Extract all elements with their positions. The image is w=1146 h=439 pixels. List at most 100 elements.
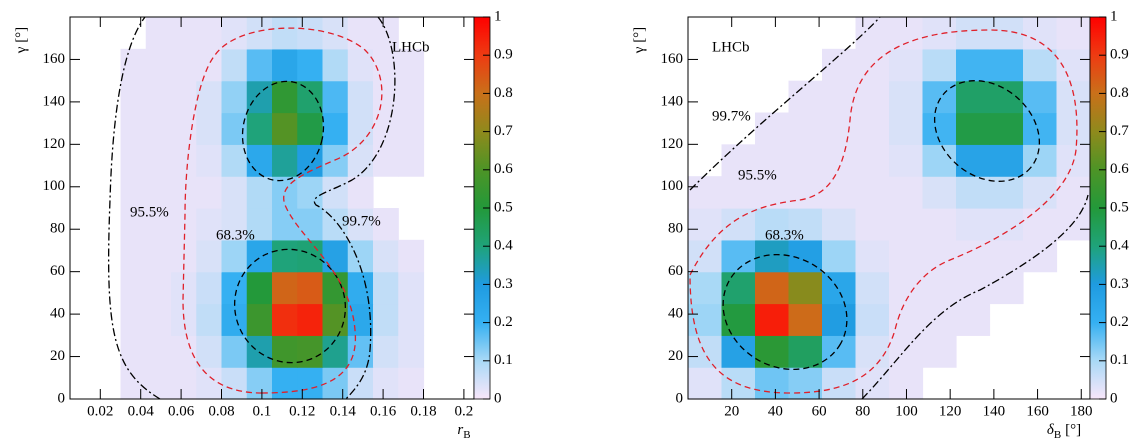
heatmap-cell <box>822 239 857 273</box>
heatmap-cell <box>95 208 121 240</box>
heatmap-cell <box>196 367 223 400</box>
heatmap-cell <box>855 176 890 209</box>
heatmap-cell <box>95 17 121 49</box>
heatmap-cell <box>322 367 349 400</box>
colorbar-tick-label: 0.2 <box>1110 314 1129 330</box>
y-tick-label: 20 <box>50 348 65 364</box>
heatmap-cell <box>721 303 756 336</box>
heatmap-cell <box>855 335 890 368</box>
x-tick-label: 0.08 <box>208 403 234 419</box>
colorbar-tick-label: 1 <box>1110 8 1118 24</box>
y-tick-label: 100 <box>661 178 684 194</box>
heatmap-cell <box>449 367 475 399</box>
heatmap-cell <box>922 271 957 305</box>
heatmap-cell <box>272 271 298 305</box>
y-tick-label: 120 <box>43 136 66 152</box>
heatmap-cell <box>889 303 924 336</box>
heatmap-cell <box>1057 367 1091 399</box>
heatmap-cell <box>755 112 790 145</box>
heatmap-cell <box>1023 144 1058 177</box>
heatmap-cell <box>1056 112 1091 145</box>
heatmap-cell <box>721 176 756 209</box>
y-tick-label: 60 <box>668 263 683 279</box>
heatmap-cell <box>855 112 890 145</box>
heatmap-cell <box>70 367 96 399</box>
heatmap-cell <box>246 367 273 400</box>
heatmap-cell <box>424 113 450 145</box>
heatmap-cell <box>373 17 399 50</box>
brand-label: LHCb <box>712 39 750 55</box>
heatmap-cell <box>956 367 990 399</box>
colorbar-tick-label: 0.9 <box>494 47 513 63</box>
heatmap-cell <box>721 208 756 241</box>
heatmap-cell <box>171 303 197 336</box>
heatmap-cell <box>822 144 857 177</box>
heatmap-cell <box>347 17 374 50</box>
heatmap-cell <box>272 17 298 50</box>
heatmap-cell <box>95 144 121 176</box>
colorbar-tick-label: 0 <box>1110 390 1118 406</box>
axes: 0.02 0.04 0.06 0.08 0.1 0.12 0.14 0.16 0.18 0.2 0 2… <box>13 8 1129 439</box>
heatmap-cell <box>70 17 96 49</box>
x-tick-label: 0.16 <box>370 403 397 419</box>
heatmap-cell <box>145 208 172 241</box>
heatmap-cell <box>145 144 172 177</box>
colorbar-tick-label: 0.7 <box>494 123 513 139</box>
heatmap-cell <box>990 335 1024 367</box>
heatmap-cell <box>221 367 248 400</box>
heatmap-cell <box>221 176 248 209</box>
contour-68 <box>241 80 325 182</box>
heatmap-cell <box>449 208 475 240</box>
heatmap-cell <box>145 239 172 273</box>
contour-label: 68.3% <box>216 227 255 243</box>
heatmap-cell <box>145 112 172 145</box>
y-tick-label: 140 <box>43 93 66 109</box>
heatmap-cell <box>398 208 424 240</box>
heatmap-cell <box>449 17 475 49</box>
heatmap-cell <box>855 17 890 50</box>
heatmap-cell <box>272 303 298 336</box>
heatmap-cell <box>272 144 298 177</box>
heatmap-cell <box>145 303 172 336</box>
heatmap-cell <box>196 112 223 145</box>
heatmap-cell <box>956 176 991 209</box>
heatmap-cell <box>1023 304 1057 336</box>
heatmap-cell <box>922 48 957 82</box>
heatmap-cell <box>373 144 399 177</box>
heatmap-cell <box>822 176 857 209</box>
heatmap-cell <box>297 271 324 305</box>
heatmap-cell <box>449 176 475 208</box>
x-tick-label: 140 <box>983 403 1006 419</box>
heatmap-cell <box>70 81 96 113</box>
heatmap-cell <box>373 176 399 208</box>
heatmap-cell <box>755 144 790 177</box>
heatmap-cell <box>889 271 924 305</box>
heatmap-cell <box>120 271 147 305</box>
heatmap-cell <box>221 303 248 336</box>
heatmap-cell <box>755 176 790 209</box>
heatmap-cell <box>1057 304 1091 336</box>
heatmap-cell <box>990 367 1024 399</box>
x-tick-label: 0.1 <box>253 403 272 419</box>
heatmap-cell <box>424 335 450 367</box>
heatmap-cell <box>989 48 1024 82</box>
y-tick-label: 160 <box>661 51 684 67</box>
contour-99 <box>861 194 1089 400</box>
heatmap-cell <box>922 335 957 368</box>
heatmap-cell <box>956 335 990 367</box>
heatmap-cell <box>347 112 374 145</box>
heatmap-cell <box>956 48 991 82</box>
heatmap-cell <box>855 208 890 241</box>
heatmap-cell <box>1023 335 1057 367</box>
heatmap-cell <box>755 81 789 113</box>
heatmap-cell <box>789 49 823 81</box>
heatmap-cell <box>272 48 298 82</box>
heatmap-cell <box>889 208 924 241</box>
heatmap-cell <box>246 271 273 305</box>
x-tick-label: 0.04 <box>128 403 155 419</box>
x-axis-label-sub: B <box>463 429 470 439</box>
heatmap-cell <box>989 239 1024 273</box>
heatmap-cell <box>398 367 425 400</box>
heatmap-cell <box>221 239 248 273</box>
heatmap-cell <box>322 208 349 241</box>
